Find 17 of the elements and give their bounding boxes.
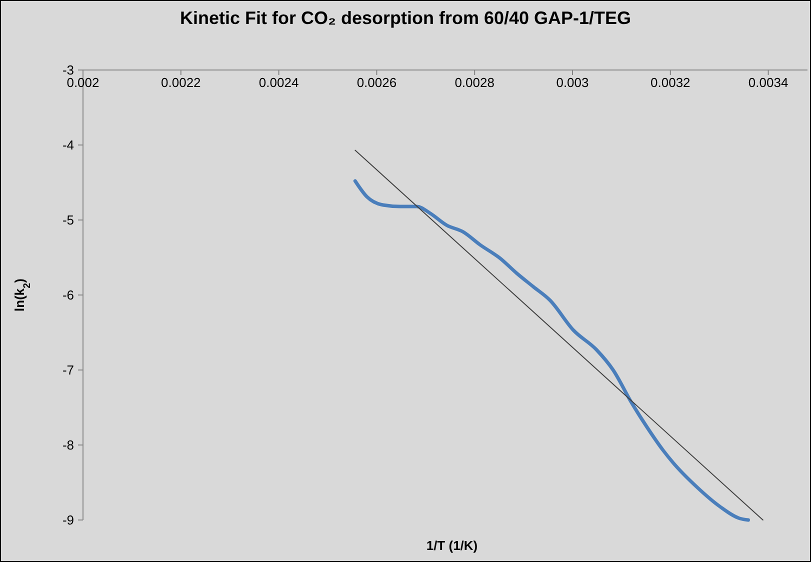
x-tick-label: 0.0022: [161, 75, 201, 90]
y-tick-label: -8: [62, 438, 74, 453]
y-tick-label: -5: [62, 212, 74, 228]
x-tick-label: 0.0028: [454, 75, 494, 90]
chart-title: Kinetic Fit for CO₂ desorption from 60/40 GAP-1/TEG: [180, 8, 632, 28]
x-tick-label: 0.002: [66, 75, 100, 90]
x-tick-label: 0.0034: [748, 75, 788, 90]
y-tick-label: -4: [62, 138, 74, 153]
x-tick-label: 0.0032: [650, 75, 690, 90]
x-tick-label: 0.003: [556, 75, 589, 90]
x-tick-label: 0.0024: [258, 75, 299, 90]
x-tick-label: 0.0026: [356, 75, 397, 90]
y-tick-label: -3: [62, 62, 74, 78]
y-tick-label: -9: [62, 512, 74, 528]
x-axis-title: 1/T (1/K): [426, 538, 478, 553]
y-tick-label: -7: [62, 362, 74, 378]
y-tick-label: -6: [62, 288, 74, 303]
